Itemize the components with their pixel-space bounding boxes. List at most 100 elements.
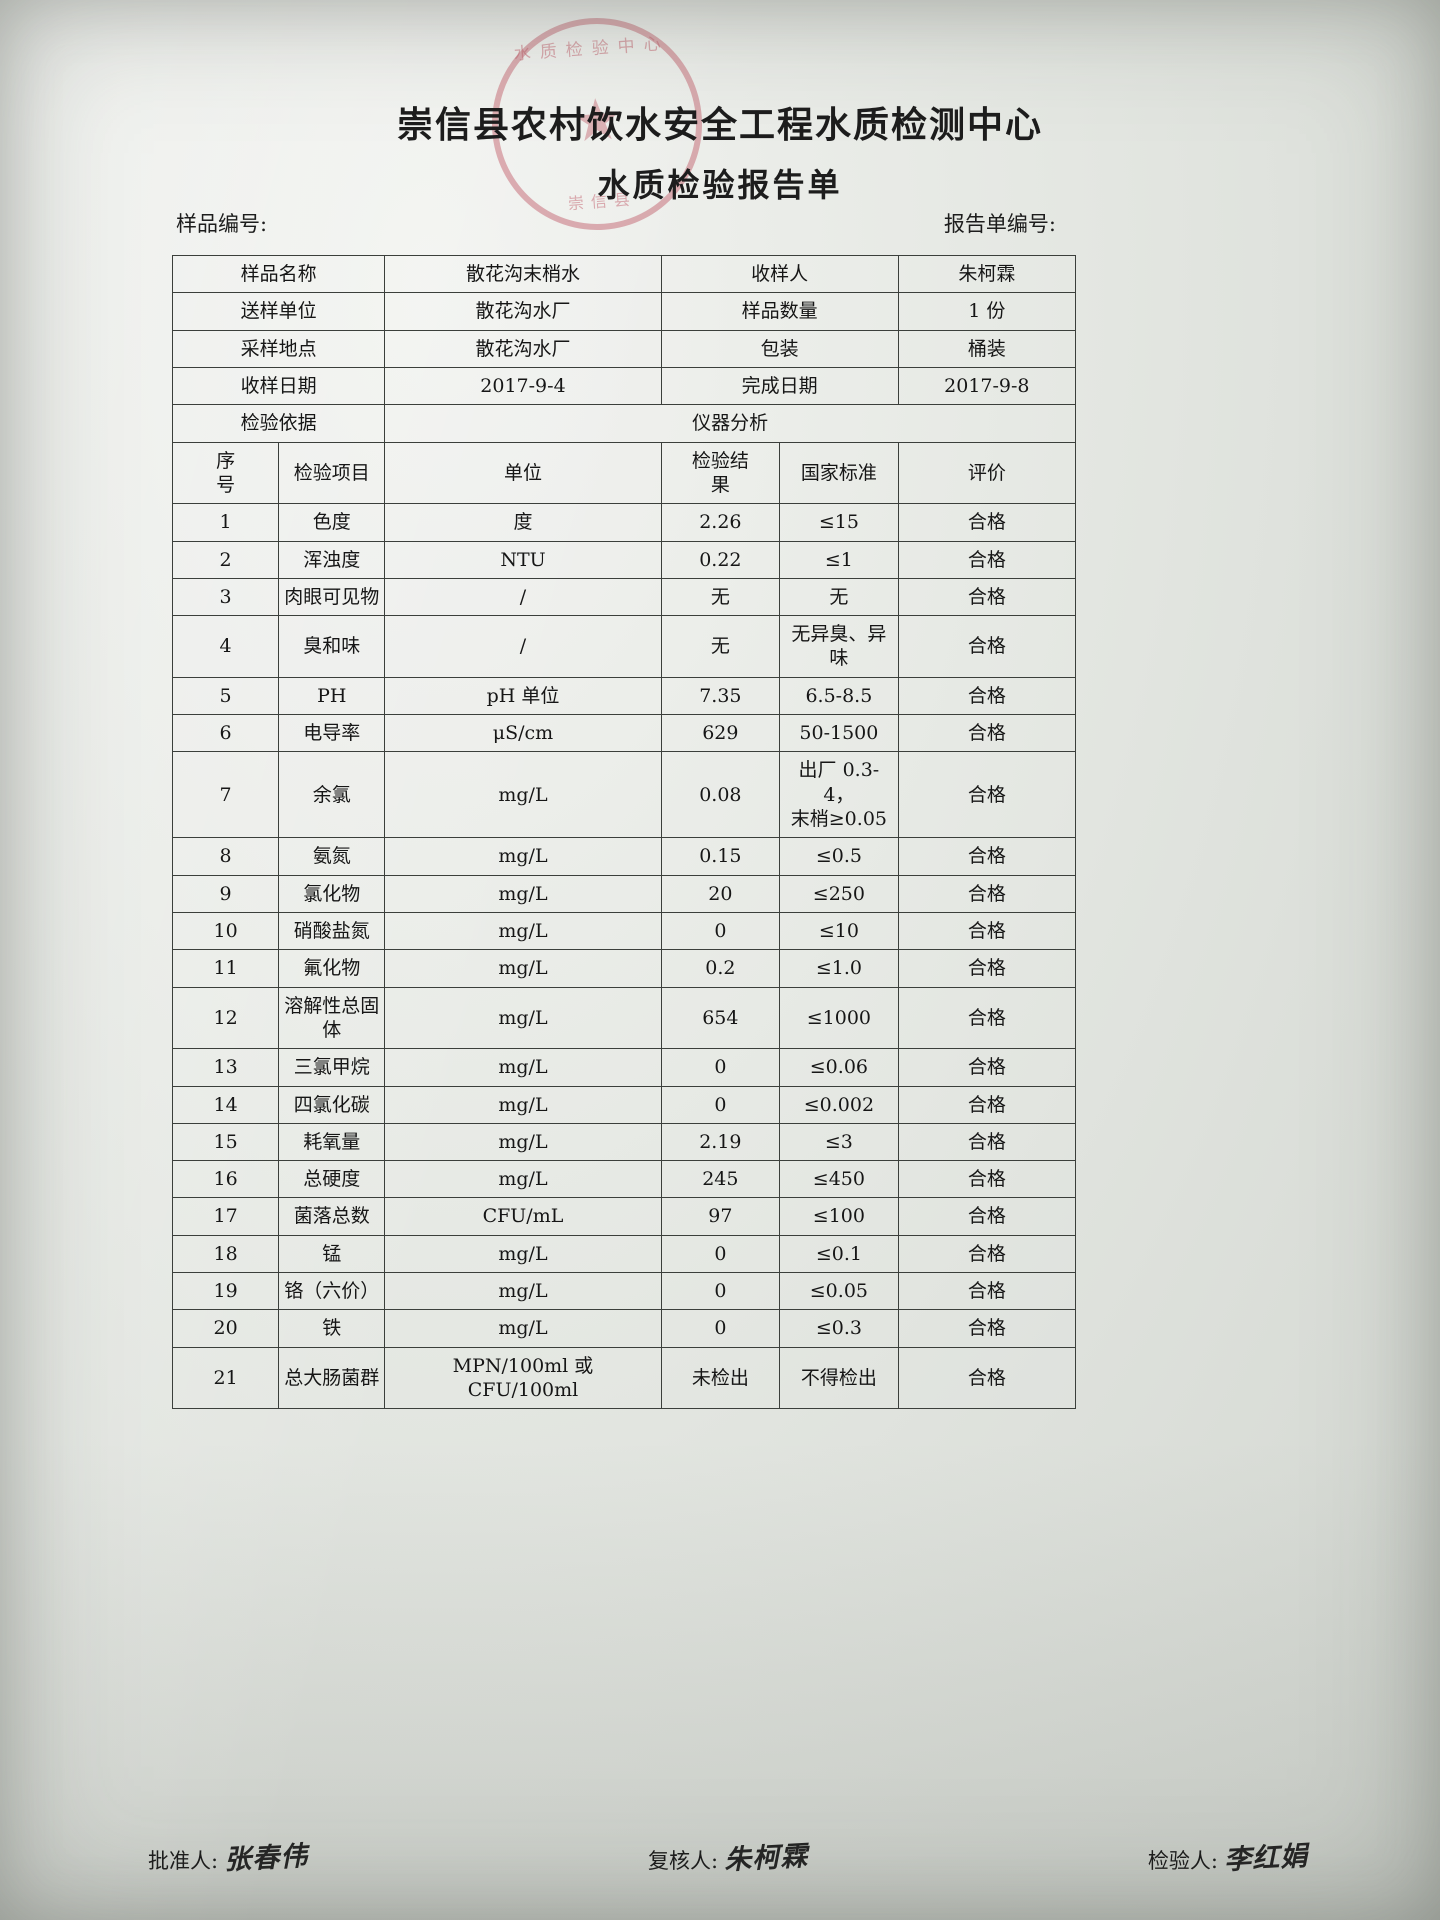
cell-evaluation: 合格	[897, 1309, 1077, 1348]
cell-standard: ≤15	[779, 503, 899, 542]
cell-evaluation: 合格	[897, 874, 1077, 913]
cell-item: 臭和味	[278, 615, 386, 678]
info-key-2: 包装	[660, 329, 899, 368]
cell-unit: 度	[384, 503, 662, 542]
cell-result: 未检出	[660, 1346, 781, 1410]
cell-item: 浑浊度	[278, 540, 386, 579]
cell-item: 电导率	[278, 714, 386, 753]
cell-standard: 6.5-8.5	[779, 676, 899, 716]
reviewer-field: 复核人: 朱柯霖	[647, 1836, 809, 1877]
cell-index: 5	[171, 676, 280, 716]
cell-evaluation: 合格	[897, 1085, 1077, 1124]
cell-standard: 50-1500	[779, 714, 899, 753]
cell-index: 12	[171, 986, 280, 1050]
info-row: 样品名称 散花沟末梢水 收样人 朱柯霖	[171, 254, 1077, 294]
cell-standard: ≤0.5	[779, 837, 899, 876]
table-row: 6 电导率 μS/cm 629 50-1500 合格	[171, 714, 1077, 753]
cell-item: 铁	[278, 1309, 386, 1348]
reviewer-label: 复核人:	[647, 1849, 719, 1873]
cell-standard: ≤0.3	[779, 1309, 899, 1348]
inspector-label: 检验人:	[1147, 1849, 1218, 1873]
info-row: 收样日期 2017-9-4 完成日期 2017-9-8	[171, 366, 1077, 406]
water-quality-report-table: 样品名称 散花沟末梢水 收样人 朱柯霖 送样单位 散花沟水厂 样品数量 1 份采样地点 散花沟水…	[171, 254, 1077, 1410]
cell-index: 4	[171, 615, 280, 678]
cell-standard: 无异臭、异味	[779, 615, 899, 678]
cell-unit: mg/L	[384, 1272, 662, 1311]
table-header-row: 序号检验项目 单位 检验结果国家标准 评价	[171, 441, 1077, 505]
cell-item: 硝酸盐氮	[278, 911, 386, 951]
cell-result: 245	[660, 1160, 781, 1199]
inspector-field: 检验人: 李红娟	[1147, 1836, 1309, 1877]
cell-unit: /	[384, 577, 662, 617]
cell-standard: ≤0.002	[779, 1085, 899, 1124]
cell-result: 2.19	[660, 1122, 781, 1162]
cell-index: 2	[171, 540, 280, 579]
table-row: 18 锰 mg/L 0 ≤0.1 合格	[171, 1234, 1077, 1274]
cell-evaluation: 合格	[897, 1346, 1077, 1410]
cell-index: 1	[171, 503, 280, 542]
cell-unit: mg/L	[384, 1234, 662, 1274]
cell-item: 锰	[278, 1234, 386, 1274]
cell-evaluation: 合格	[897, 986, 1077, 1050]
cell-result: 无	[660, 615, 781, 678]
cell-evaluation: 合格	[897, 751, 1077, 839]
cell-evaluation: 合格	[897, 949, 1077, 988]
cell-item: 氟化物	[278, 949, 386, 988]
cell-index: 6	[171, 714, 280, 753]
signature-row: 批准人: 张春伟 复核人: 朱柯霖 检验人: 李红娟	[148, 1836, 1309, 1877]
cell-index: 13	[171, 1048, 280, 1087]
info-keyvalue-2: 桶装	[897, 329, 1077, 368]
cell-result: 0	[660, 1309, 781, 1348]
cell-unit: mg/L	[384, 874, 662, 913]
basis-value: 仪器分析	[384, 404, 1076, 443]
cell-item: 溶解性总固体	[278, 986, 386, 1050]
cell-result: 0	[660, 1085, 781, 1124]
cell-index: 20	[171, 1309, 280, 1348]
info-label-0: 样品名称	[171, 254, 386, 294]
cell-result: 0.22	[660, 540, 781, 579]
cell-result: 0	[660, 1234, 781, 1274]
info-value-3: 2017-9-4	[384, 366, 662, 406]
table-row: 3 肉眼可见物 / 无无合格	[171, 577, 1077, 617]
cell-item: 总硬度	[278, 1160, 386, 1199]
table-row: 20 铁 mg/L 0 ≤0.3 合格	[171, 1309, 1077, 1348]
reviewer-signature: 朱柯霖	[723, 1840, 809, 1877]
info-row: 送样单位 散花沟水厂 样品数量 1 份	[171, 292, 1077, 331]
info-row: 采样地点 散花沟水厂 包装 桶装	[171, 329, 1077, 368]
info-value-2: 散花沟水厂	[384, 329, 662, 368]
cell-evaluation: 合格	[897, 615, 1077, 678]
cell-result: 无	[660, 577, 781, 617]
table-row: 14 四氯化碳 mg/L 0 ≤0.002 合格	[171, 1085, 1077, 1124]
cell-evaluation: 合格	[897, 1197, 1077, 1236]
cell-standard: 出厂 0.3-4， 末梢≥0.05	[779, 751, 899, 839]
approver-label: 批准人:	[148, 1849, 219, 1873]
cell-standard: ≤0.1	[779, 1234, 899, 1274]
header-evaluation: 评价	[897, 441, 1077, 505]
cell-item: 总大肠菌群	[278, 1346, 386, 1410]
table-row: 7 余氯 mg/L 0.08 出厂 0.3-4， 末梢≥0.05 合格	[171, 751, 1077, 839]
inspector-signature: 李红娟	[1223, 1840, 1309, 1877]
table-row: 4 臭和味 / 无无异臭、异味 合格	[171, 615, 1077, 678]
info-value-1: 散花沟水厂	[384, 292, 662, 331]
info-label-2: 采样地点	[171, 329, 386, 368]
table-row: 17 菌落总数 CFU/mL 97 ≤100 合格	[171, 1197, 1077, 1236]
info-key-0: 收样人	[660, 254, 899, 294]
header-unit: 单位	[384, 441, 662, 505]
cell-unit: mg/L	[384, 1309, 662, 1348]
cell-unit: μS/cm	[384, 714, 662, 753]
info-label-3: 收样日期	[171, 366, 386, 406]
cell-item: 氯化物	[278, 874, 386, 913]
cell-unit: mg/L	[384, 1122, 662, 1162]
cell-unit: MPN/100ml 或 CFU/100ml	[384, 1346, 662, 1410]
cell-unit: mg/L	[384, 837, 662, 876]
table-row: 16 总硬度 mg/L 245 ≤450 合格	[171, 1160, 1077, 1199]
cell-item: 菌落总数	[278, 1197, 386, 1236]
cell-result: 7.35	[660, 676, 781, 716]
cell-result: 654	[660, 986, 781, 1050]
basis-row: 检验依据 仪器分析	[171, 404, 1076, 443]
cell-evaluation: 合格	[897, 837, 1077, 876]
info-keyvalue-3: 2017-9-8	[897, 366, 1077, 406]
cell-unit: mg/L	[384, 986, 662, 1050]
info-keyvalue-1: 1 份	[897, 292, 1077, 331]
cell-result: 0.15	[660, 837, 781, 876]
